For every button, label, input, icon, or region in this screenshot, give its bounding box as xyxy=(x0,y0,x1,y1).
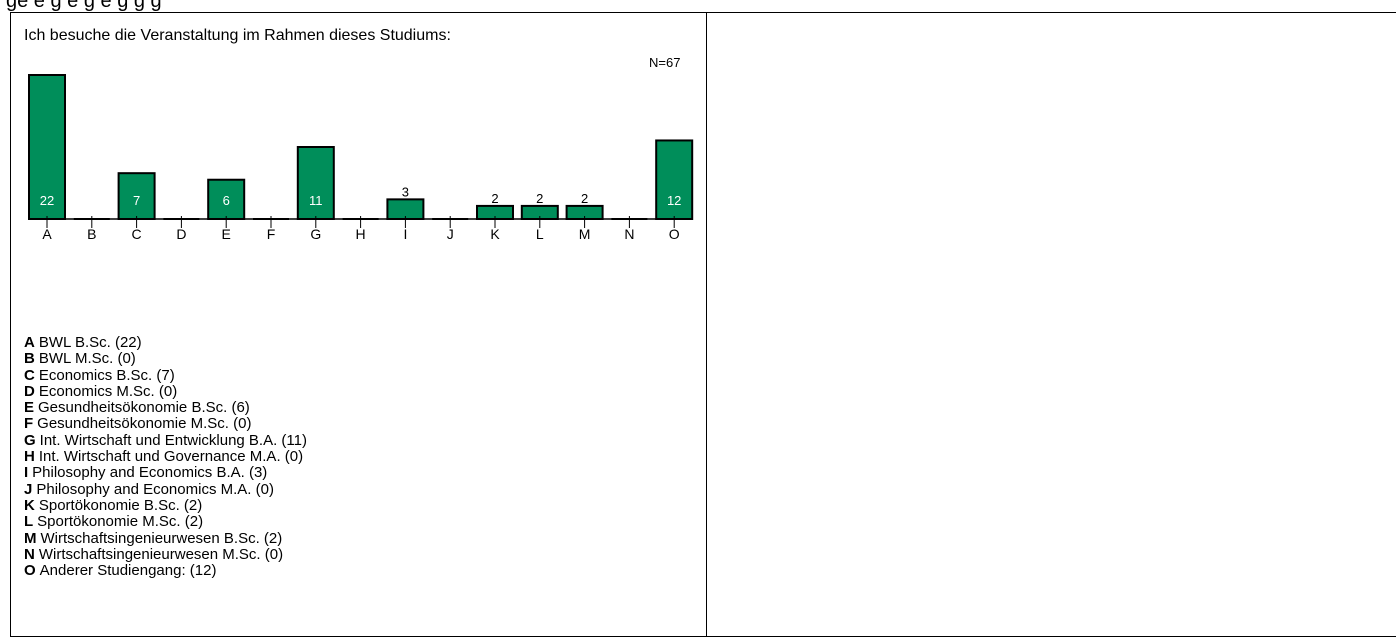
legend-item: E Gesundheitsökonomie B.Sc. (6) xyxy=(24,400,307,416)
x-tick-label-E: E xyxy=(222,226,231,242)
legend-letter: E xyxy=(24,399,35,417)
legend-text: BWL B.Sc. (22) xyxy=(38,334,142,351)
x-tick-label-K: K xyxy=(490,226,500,242)
legend-letter: C xyxy=(24,366,35,384)
x-tick-label-J: J xyxy=(447,226,454,242)
legend-item: D Economics M.Sc. (0) xyxy=(24,382,307,400)
legend-text: BWL M.Sc. (0) xyxy=(38,350,136,368)
bar-C xyxy=(117,172,156,221)
legend-text: Wirtschaftsingenieurwesen M.Sc. (0) xyxy=(38,545,284,563)
bar-value-label-C: 7 xyxy=(133,193,140,208)
legend-item: J Philosophy and Economics M.A. (0) xyxy=(24,480,307,498)
legend-letter: J xyxy=(24,480,33,498)
bar-value-label-I: 3 xyxy=(402,184,409,199)
legend-letter: I xyxy=(24,464,29,482)
x-tick-label-F: F xyxy=(267,226,276,242)
x-tick-label-A: A xyxy=(42,226,52,242)
bar-G xyxy=(296,146,335,220)
legend-letter: N xyxy=(24,545,35,563)
bar-value-label-M: 2 xyxy=(581,191,588,206)
legend-item: A BWL B.Sc. (22) xyxy=(24,334,307,351)
legend-item: C Economics B.Sc. (7) xyxy=(24,366,307,384)
legend-item: B BWL M.Sc. (0) xyxy=(24,351,307,367)
legend-letter: A xyxy=(24,334,35,351)
legend-text: Economics M.Sc. (0) xyxy=(38,382,178,400)
legend-item: L Sportökonomie M.Sc. (2) xyxy=(24,514,307,530)
x-tick-label-L: L xyxy=(536,226,544,242)
bar-value-label-O: 12 xyxy=(667,193,681,208)
legend-item: I Philosophy and Economics B.A. (3) xyxy=(24,465,307,481)
x-tick-label-H: H xyxy=(356,226,366,242)
legend-letter: B xyxy=(24,350,35,368)
legend-letter: L xyxy=(24,513,34,531)
legend-text: Sportökonomie B.Sc. (2) xyxy=(38,496,203,514)
empty-right-panel xyxy=(706,12,1396,637)
legend-item: H Int. Wirtschaft und Governance M.A. (0) xyxy=(24,448,307,466)
bar-chart: 22 A B 7 C D 6 E F 11 G H 3 I J 2 K 2 L 2 M N 12 O xyxy=(28,74,694,242)
legend-letter: K xyxy=(24,496,35,514)
legend-text: Int. Wirtschaft und Governance M.A. (0) xyxy=(38,448,304,466)
bar-A xyxy=(28,74,66,220)
legend-text: Sportökonomie M.Sc. (2) xyxy=(37,513,204,531)
bar-value-label-L: 2 xyxy=(536,191,543,206)
bar-value-label-K: 2 xyxy=(491,191,498,206)
legend-text: Philosophy and Economics B.A. (3) xyxy=(32,464,268,482)
x-tick-label-M: M xyxy=(579,226,591,242)
legend-text: Philosophy and Economics M.A. (0) xyxy=(36,480,274,498)
legend-letter: H xyxy=(24,448,35,466)
legend-text: Gesundheitsökonomie M.Sc. (0) xyxy=(37,415,252,433)
x-tick-label-D: D xyxy=(176,226,186,242)
question-title: Ich besuche die Veranstaltung im Rahmen … xyxy=(24,27,451,44)
x-tick-label-C: C xyxy=(132,226,142,242)
x-tick-label-N: N xyxy=(624,226,634,242)
sample-size-label: N=67 xyxy=(649,55,681,70)
legend-item: M Wirtschaftsingenieurwesen B.Sc. (2) xyxy=(24,529,307,547)
x-tick-label-I: I xyxy=(403,226,407,242)
legend-letter: G xyxy=(24,431,36,449)
x-tick-label-G: G xyxy=(310,226,321,242)
legend-item: G Int. Wirtschaft und Entwicklung B.A. (1… xyxy=(24,431,307,449)
legend-letter: M xyxy=(24,529,37,547)
bar-value-label-E: 6 xyxy=(223,193,230,208)
legend-item: N Wirtschaftsingenieurwesen M.Sc. (0) xyxy=(24,545,307,563)
bar-value-label-A: 22 xyxy=(40,193,54,208)
x-tick-label-O: O xyxy=(669,226,680,242)
legend-item: F Gesundheitsökonomie M.Sc. (0) xyxy=(24,416,307,432)
legend-text: Economics B.Sc. (7) xyxy=(38,366,175,384)
bar-value-label-G: 11 xyxy=(309,193,323,208)
legend-letter: D xyxy=(24,382,35,400)
bar-O xyxy=(655,139,694,220)
legend-text: Anderer Studiengang: (12) xyxy=(39,562,217,580)
legend-item: O Anderer Studiengang: (12) xyxy=(24,563,307,579)
legend-letter: F xyxy=(24,415,34,433)
legend-text: Gesundheitsökonomie B.Sc. (6) xyxy=(38,399,250,417)
legend-text: Int. Wirtschaft und Entwicklung B.A. (11… xyxy=(39,431,307,449)
legend-item: K Sportökonomie B.Sc. (2) xyxy=(24,496,307,514)
x-tick-label-B: B xyxy=(87,226,96,242)
legend-letter: O xyxy=(24,562,36,580)
legend-text: Wirtschaftsingenieurwesen B.Sc. (2) xyxy=(40,529,283,547)
page-header-cut-off: ge e g e g e g g g xyxy=(6,0,162,12)
chart-legend: A BWL B.Sc. (22) B BWL M.Sc. (0) C Economics … xyxy=(24,334,307,579)
